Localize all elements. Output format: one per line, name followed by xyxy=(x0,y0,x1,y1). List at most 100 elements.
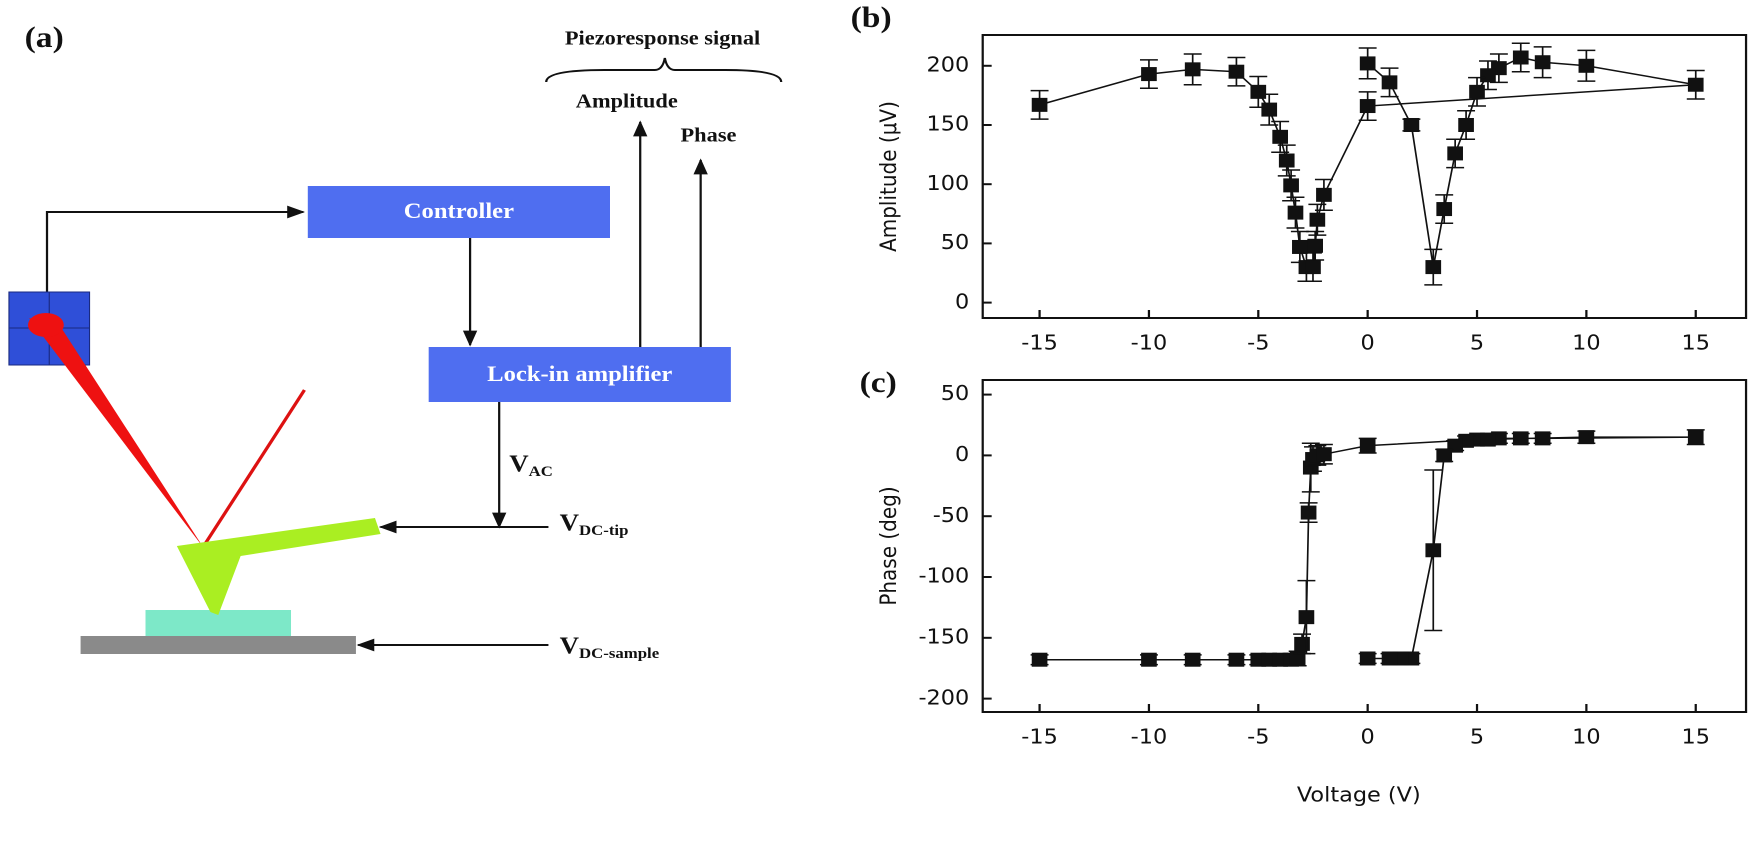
x-tick-label: -10 xyxy=(1131,332,1168,356)
y-tick-label: -100 xyxy=(918,565,969,589)
amplitude-label: Amplitude xyxy=(576,90,678,113)
marker xyxy=(1283,178,1299,193)
marker xyxy=(1316,187,1332,202)
marker xyxy=(1480,68,1496,83)
y-tick-label: 50 xyxy=(941,382,969,406)
y-tick-label: -50 xyxy=(933,504,970,528)
plot-frame xyxy=(981,34,1748,319)
marker xyxy=(1578,430,1595,445)
x-tick-label: 0 xyxy=(1361,332,1375,356)
signal-title: Piezoresponse signal xyxy=(565,27,760,50)
marker xyxy=(1031,97,1048,112)
y-tick-label: 100 xyxy=(927,172,970,196)
marker xyxy=(1184,62,1201,77)
panel-label: (c) xyxy=(860,366,897,399)
marker xyxy=(1031,652,1048,667)
y-tick-label: 0 xyxy=(955,290,969,314)
marker xyxy=(1287,205,1304,220)
marker xyxy=(1294,636,1310,651)
x-tick-label: 15 xyxy=(1681,726,1709,750)
x-tick-label: -15 xyxy=(1021,332,1058,356)
marker xyxy=(1292,239,1308,254)
y-tick-label: 150 xyxy=(927,113,970,137)
marker xyxy=(1425,260,1442,275)
brace xyxy=(545,57,783,83)
laser-spot xyxy=(27,313,64,337)
reflected-beam xyxy=(202,389,306,547)
marker xyxy=(1381,651,1398,666)
y-tick-label: -200 xyxy=(918,686,969,710)
marker xyxy=(1480,432,1496,447)
marker xyxy=(1436,202,1453,217)
marker xyxy=(1687,77,1704,92)
y-axis-label: Amplitude (μV) xyxy=(876,101,902,252)
marker xyxy=(1469,84,1485,99)
plot-frame xyxy=(981,379,1748,713)
x-axis-label: Voltage (V) xyxy=(1297,784,1421,808)
x-tick-label: 5 xyxy=(1470,726,1484,750)
cantilever xyxy=(176,518,381,615)
marker xyxy=(1228,652,1245,667)
y-axis-label: Phase (deg) xyxy=(876,486,902,605)
marker xyxy=(1316,447,1332,462)
marker xyxy=(1425,543,1442,558)
marker xyxy=(1447,146,1463,161)
v-dc-tip-label: VDC-tip xyxy=(560,509,629,538)
marker xyxy=(1300,505,1317,520)
marker xyxy=(1512,431,1529,446)
marker xyxy=(1534,55,1551,70)
x-tick-label: -5 xyxy=(1247,726,1269,750)
marker xyxy=(1289,651,1306,666)
x-tick-label: 10 xyxy=(1572,726,1600,750)
marker xyxy=(1250,84,1267,99)
marker xyxy=(1141,67,1157,82)
marker xyxy=(1458,117,1474,132)
y-tick-label: -150 xyxy=(918,626,969,650)
marker xyxy=(1305,260,1321,275)
marker xyxy=(1309,212,1326,227)
x-tick-label: 15 xyxy=(1681,332,1709,356)
marker xyxy=(1184,652,1201,667)
v-dc-sample-label: VDC-sample xyxy=(560,632,660,661)
marker xyxy=(1307,238,1324,253)
controller-label: Controller xyxy=(404,199,514,223)
phase-label: Phase xyxy=(681,124,737,147)
x-tick-label: 5 xyxy=(1470,332,1484,356)
marker xyxy=(1359,56,1376,71)
marker xyxy=(1141,652,1157,667)
arrow xyxy=(45,205,306,292)
lock-in-box xyxy=(428,347,731,402)
lock-in-label: Lock-in amplifier xyxy=(487,362,672,386)
x-tick-label: -15 xyxy=(1021,726,1058,750)
substrate xyxy=(80,636,356,654)
y-tick-label: 200 xyxy=(927,54,970,78)
marker xyxy=(1278,153,1295,168)
marker xyxy=(1359,438,1376,453)
marker xyxy=(1298,610,1315,625)
marker xyxy=(1578,58,1595,73)
marker xyxy=(1436,448,1453,463)
marker xyxy=(1403,117,1420,132)
data-line xyxy=(1039,56,1696,268)
data-line xyxy=(1039,436,1696,661)
x-tick-label: 0 xyxy=(1361,726,1375,750)
marker xyxy=(1228,64,1245,79)
panel-label: (a) xyxy=(25,21,64,54)
x-tick-label: 10 xyxy=(1572,332,1600,356)
y-tick-label: 0 xyxy=(955,443,969,467)
controller-box xyxy=(307,186,610,238)
marker xyxy=(1512,50,1529,65)
v-ac-label: VAC xyxy=(509,450,553,479)
x-tick-label: -5 xyxy=(1247,332,1269,356)
marker xyxy=(1687,430,1704,445)
marker xyxy=(1359,99,1376,114)
y-tick-label: 50 xyxy=(941,231,969,255)
x-tick-label: -10 xyxy=(1131,726,1168,750)
panel-label: (b) xyxy=(851,1,892,34)
marker xyxy=(1381,75,1398,90)
marker xyxy=(1261,102,1278,117)
marker xyxy=(1534,431,1551,446)
marker xyxy=(1272,129,1289,144)
